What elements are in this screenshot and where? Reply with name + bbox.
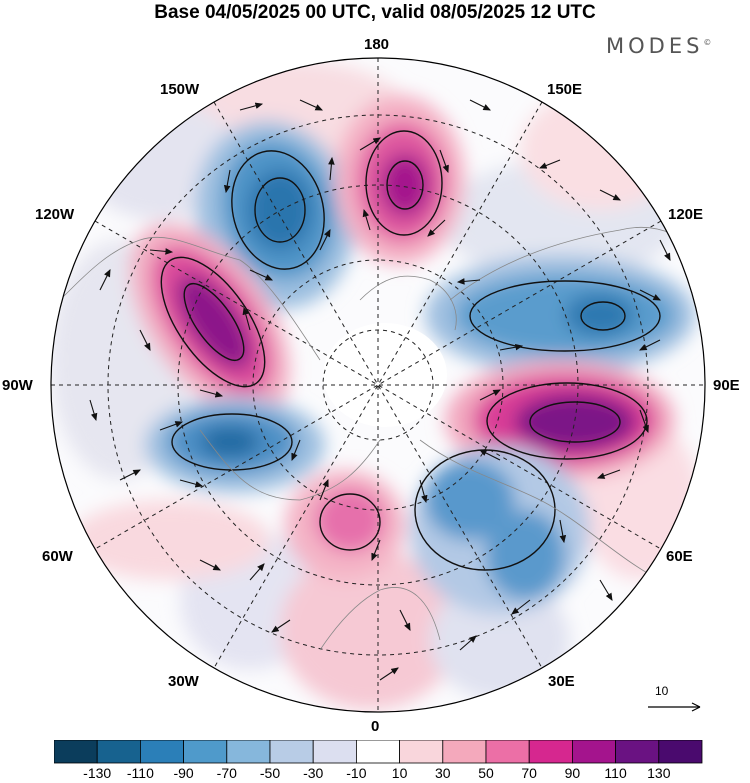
colorbar-tick-label: -130 [83,765,112,781]
lon-label-120e: 120E [668,206,704,223]
lon-label-60e: 60E [666,548,693,565]
colorbar-tick-label: 10 [391,765,408,781]
colorbar-tick-label: -50 [259,765,281,781]
colorbar-swatch [615,740,660,764]
lon-label-90e: 90E [713,377,740,394]
colorbar-swatch [572,740,617,764]
lon-label-120w: 120W [35,206,75,223]
colorbar-swatch [140,740,185,764]
colorbar-tick-label: 110 [604,765,627,781]
colorbar-swatch [442,740,487,764]
page-title: Base 04/05/2025 00 UTC, valid 08/05/2025… [154,2,596,23]
colorbar-tick-label: -110 [126,765,154,781]
colorbar-tick-label: 90 [564,765,581,781]
wind-vectors [89,99,671,681]
colorbar-swatch [312,740,357,764]
colorbar-swatch [96,740,141,764]
colorbar-swatch [183,740,228,764]
lon-label-180: 180 [364,36,390,53]
colorbar [54,740,703,764]
right-arrow-icon [648,702,701,712]
lon-label-60w: 60W [42,548,73,565]
colorbar-tick-label: -30 [303,765,324,781]
lon-label-30w: 30W [168,673,199,690]
colorbar-swatch [355,740,400,764]
colorbar-ticks: -130 -110 -90 -70 -50 -30 -10 10 30 50 70 90 110 130 [0,765,750,783]
lon-label-30e: 30E [548,673,575,690]
lon-label-90w: 90W [2,377,33,394]
lon-label-150w: 150W [160,81,200,98]
colorbar-tick-label: -90 [173,765,194,781]
lon-label-0: 0 [371,718,380,735]
brand-logo: MODES© [606,34,711,58]
colorbar-swatch [528,740,573,764]
colorbar-swatch [226,740,271,764]
brand-mark: © [703,38,712,47]
colorbar-swatch [658,740,703,764]
colorbar-tick-label: 70 [521,765,537,781]
colorbar-tick-label: 50 [478,765,494,781]
colorbar-tick-label: 30 [435,765,451,781]
colorbar-tick-label: -10 [346,765,367,781]
map-boundary [50,57,706,713]
colorbar-swatch [54,740,98,764]
colorbar-tick-label: 130 [647,765,671,781]
colorbar-swatch [485,740,530,764]
colorbar-tick-label: -70 [216,765,237,781]
brand-name: MODES [606,34,704,58]
height-contours [160,130,661,571]
colorbar-swatch [269,740,314,764]
lon-label-150e: 150E [547,81,583,98]
colorbar-swatch [399,740,444,764]
anomaly-field [51,58,705,712]
reference-vector-label: 10 [655,684,669,698]
